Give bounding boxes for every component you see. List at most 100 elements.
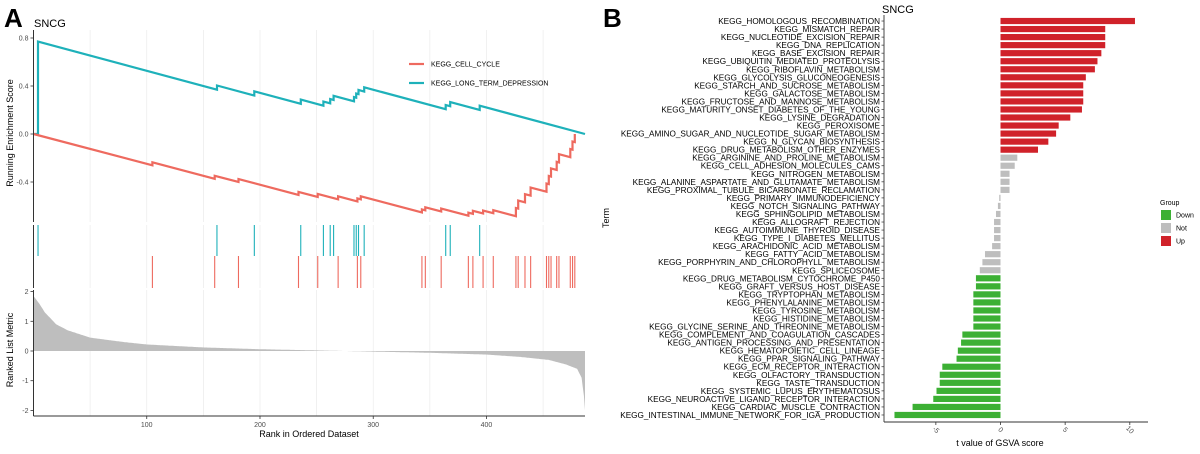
panel-a-letter: A — [4, 3, 23, 33]
term-label: KEGG_NITROGEN_METABOLISM — [751, 170, 880, 179]
bar-kegg-systemic-lupus-erythematosus — [936, 387, 1001, 394]
bar-kegg-drug-metabolism-other-enzymes — [1000, 146, 1038, 153]
x-tick-label: 5 — [1061, 426, 1069, 434]
bar-kegg-tryptophan-metabolism — [973, 291, 1001, 298]
term-label: KEGG_DNA_REPLICATION — [776, 41, 880, 50]
term-label: KEGG_PEROXISOME — [797, 122, 881, 131]
term-label: KEGG_GLYCINE_SERINE_AND_THREONINE_METABO… — [649, 323, 880, 332]
metric-y-axis-label: Ranked List Metric — [5, 312, 15, 387]
bar-kegg-fructose-and-mannose-metabolism — [1000, 98, 1084, 105]
legend-swatch-up — [1161, 236, 1171, 246]
bar-kegg-galactose-metabolism — [1000, 90, 1084, 97]
bar-kegg-autoimmune-thyroid-disease — [994, 226, 1001, 234]
term-label: KEGG_PRIMARY_IMMUNODEFICIENCY — [726, 194, 880, 203]
term-label: KEGG_NEUROACTIVE_LIGAND_RECEPTOR_INTERAC… — [648, 395, 880, 404]
term-label: KEGG_ALLOGRAFT_REJECTION — [752, 218, 880, 227]
bar-kegg-intestinal-immune-network-for-iga-production — [894, 411, 1001, 419]
panel-b-legend: Group Down Not Up — [1160, 200, 1194, 246]
x-tick-label: 400 — [481, 422, 493, 429]
legend-title: Group — [1160, 200, 1180, 207]
bar-kegg-sphingolipid-metabolism — [995, 210, 1001, 218]
bar-kegg-nucleotide-excision-repair — [1000, 34, 1106, 41]
term-label: KEGG_UBIQUITIN_MEDIATED_PROTEOLYSIS — [702, 57, 880, 66]
bar-kegg-n-glycan-biosynthesis — [1000, 138, 1049, 145]
bar-kegg-cardiac-muscle-contraction — [912, 403, 1001, 411]
panel-a-title: SNCG — [34, 18, 66, 30]
bar-kegg-histidine-metabolism — [973, 315, 1001, 322]
bar-kegg-maturity-onset-diabetes-of-the-young — [1000, 106, 1082, 113]
term-label: KEGG_ARACHIDONIC_ACID_METABOLISM — [713, 242, 880, 251]
term-label: KEGG_SPHINGOLIPID_METABOLISM — [736, 210, 880, 219]
x-tick-label: 100 — [141, 422, 153, 429]
term-label: KEGG_FRUCTOSE_AND_MANNOSE_METABOLISM — [681, 97, 880, 106]
es-y-axis-label: Running Enrichment Score — [5, 79, 15, 187]
term-label: KEGG_GALACTOSE_METABOLISM — [744, 89, 880, 98]
es-y-tick-label: 0.8 — [19, 36, 29, 43]
term-label: KEGG_COMPLEMENT_AND_COAGULATION_CASCADES — [659, 331, 881, 340]
term-label: KEGG_BASE_EXCISION_REPAIR — [752, 49, 880, 58]
term-label: KEGG_INTESTINAL_IMMUNE_NETWORK_FOR_IGA_P… — [620, 411, 880, 420]
panel-a-hit-ticks — [37, 225, 576, 288]
panel-b-x-axis-label: t value of GSVA score — [956, 438, 1043, 448]
term-label: KEGG_PORPHYRIN_AND_CHLOROPHYLL_METABOLIS… — [658, 258, 880, 267]
legend-swatch-down — [1161, 210, 1171, 220]
bar-kegg-base-excision-repair — [1000, 50, 1102, 57]
term-label: KEGG_HEMATOPOIETIC_CELL_LINEAGE — [720, 347, 881, 356]
bar-kegg-peroxisome — [1000, 122, 1059, 129]
term-label: KEGG_TASTE_TRANSDUCTION — [756, 379, 880, 388]
bar-kegg-olfactory-transduction — [939, 371, 1001, 378]
bar-kegg-allograft-rejection — [994, 218, 1001, 226]
x-tick-label: 10 — [1124, 425, 1135, 436]
term-label: KEGG_HISTIDINE_METABOLISM — [754, 315, 881, 324]
term-label: KEGG_CARDIAC_MUSCLE_CONTRACTION — [712, 403, 880, 412]
legend-label-not: Not — [1176, 226, 1187, 233]
term-label: KEGG_LYSINE_DEGRADATION — [759, 114, 880, 123]
bar-kegg-taste-transduction — [939, 379, 1001, 386]
panel-a-legend: KEGG_CELL_CYCLE KEGG_LONG_TERM_DEPRESSION — [409, 62, 548, 88]
legend-label-up: Up — [1176, 239, 1185, 246]
bar-kegg-arginine-and-proline-metabolism — [1000, 154, 1018, 161]
bar-kegg-ubiquitin-mediated-proteolysis — [1000, 58, 1098, 65]
bar-kegg-notch-signaling-pathway — [997, 202, 1001, 210]
term-label: KEGG_GRAFT_VERSUS_HOST_DISEASE — [718, 282, 880, 291]
x-tick-label: -5 — [931, 426, 940, 435]
term-label: KEGG_MISMATCH_REPAIR — [774, 25, 880, 34]
es-y-tick-label: 0.0 — [19, 132, 29, 139]
panel-a-es-lines — [33, 40, 586, 218]
bar-kegg-neuroactive-ligand-receptor-interaction — [933, 395, 1001, 402]
bar-kegg-drug-metabolism-cytochrome-p450 — [975, 275, 1001, 282]
term-label: KEGG_TYROSINE_METABOLISM — [752, 306, 880, 315]
metric-y-tick-label: 2 — [25, 289, 29, 296]
bar-kegg-proximal-tubule-bicarbonate-reclamation — [1000, 186, 1010, 193]
es-y-tick-label: 0.4 — [19, 84, 29, 91]
bar-kegg-graft-versus-host-disease — [975, 283, 1001, 290]
bar-kegg-arachidonic-acid-metabolism — [992, 243, 1001, 250]
term-label: KEGG_SYSTEMIC_LUPUS_ERYTHEMATOSUS — [701, 387, 881, 396]
term-label: KEGG_DRUG_METABOLISM_CYTOCHROME_P450 — [683, 274, 881, 283]
term-label: KEGG_NUCLEOTIDE_EXCISION_REPAIR — [721, 33, 880, 42]
x-tick-label: 0 — [996, 426, 1004, 434]
bar-kegg-starch-and-sucrose-metabolism — [1000, 82, 1084, 89]
term-label: KEGG_ECM_RECEPTOR_INTERACTION — [724, 363, 880, 372]
panel-b-axes: -5 0 5 10 — [881, 15, 1148, 436]
bar-kegg-primary-immunodeficiency — [999, 194, 1001, 201]
term-label: KEGG_N_GLYCAN_BIOSYNTHESIS — [743, 138, 880, 147]
term-label: KEGG_OLFACTORY_TRANSDUCTION — [733, 371, 880, 380]
term-label: KEGG_GLYCOLYSIS_GLUCONEOGENESIS — [713, 73, 880, 82]
bar-kegg-lysine-degradation — [1000, 114, 1071, 121]
term-label: KEGG_RIBOFLAVIN_METABOLISM — [746, 65, 880, 74]
term-label: KEGG_ALANINE_ASPARTATE_AND_GLUTAMATE_MET… — [633, 178, 881, 187]
legend-swatch-not — [1161, 223, 1171, 233]
x-tick-label: 200 — [254, 422, 266, 429]
bar-kegg-mismatch-repair — [1000, 25, 1106, 33]
term-label: KEGG_NOTCH_SIGNALING_PATHWAY — [731, 202, 881, 211]
panel-a-ranked-metric — [33, 296, 585, 411]
panel-b-title: SNCG — [882, 4, 914, 16]
bar-kegg-glycolysis-gluconeogenesis — [1000, 74, 1086, 81]
term-label: KEGG_AUTOIMMUNE_THYROID_DISEASE — [715, 226, 881, 235]
bar-kegg-phenylalanine-metabolism — [973, 299, 1001, 306]
term-label: KEGG_STARCH_AND_SUCROSE_METABOLISM — [694, 81, 880, 90]
es-line-kegg_long_term_depression — [33, 40, 586, 136]
